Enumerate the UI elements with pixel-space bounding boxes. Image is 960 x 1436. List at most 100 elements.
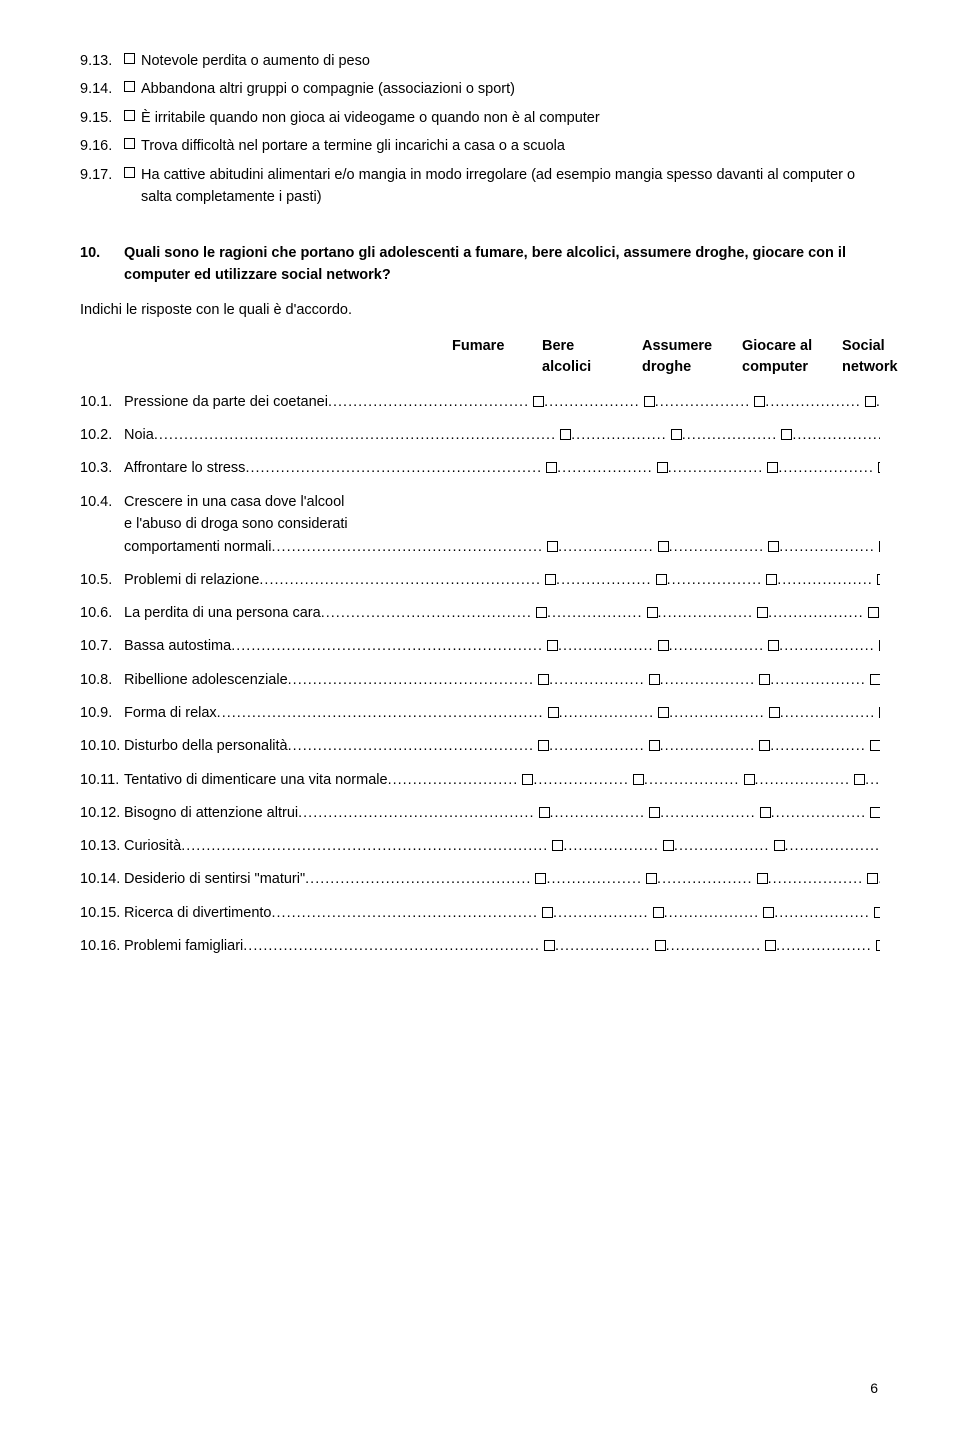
checkbox-icon[interactable] <box>124 110 135 121</box>
checkbox-icon[interactable] <box>868 607 879 618</box>
checkbox-icon[interactable] <box>655 940 666 951</box>
q10-row-number: 10.15. <box>80 902 124 924</box>
checkbox-icon[interactable] <box>671 429 682 440</box>
checkbox-icon[interactable] <box>647 607 658 618</box>
checkbox-icon[interactable] <box>878 462 880 473</box>
checkbox-icon[interactable] <box>870 807 880 818</box>
page: 9.13.Notevole perdita o aumento di peso9… <box>0 0 960 1436</box>
checkbox-icon[interactable] <box>124 138 135 149</box>
checkbox-icon[interactable] <box>769 707 780 718</box>
leader-dots: ................... <box>774 905 870 921</box>
checkbox-icon[interactable] <box>865 396 876 407</box>
checkbox-icon[interactable] <box>774 840 785 851</box>
checkbox-icon[interactable] <box>124 81 135 92</box>
leader-dots: ................... <box>556 572 652 588</box>
checkbox-icon[interactable] <box>754 396 765 407</box>
checkbox-icon[interactable] <box>870 674 880 685</box>
checkbox-icon[interactable] <box>658 640 669 651</box>
q10-row: 10.14.Desiderio di sentirsi "maturi" ...… <box>80 868 880 890</box>
checkbox-icon[interactable] <box>649 674 660 685</box>
checkbox-icon[interactable] <box>781 429 792 440</box>
leader-dots: ................... <box>768 871 864 887</box>
checkbox-icon[interactable] <box>870 740 880 751</box>
leader-dots: ................... <box>658 605 754 621</box>
leader-dots: ................... <box>778 460 874 476</box>
checkbox-icon[interactable] <box>536 607 547 618</box>
q10-row-label: e l'abuso di droga sono considerati <box>124 516 348 532</box>
q10-title: 10. Quali sono le ragioni che portano gl… <box>80 243 880 287</box>
checkbox-icon[interactable] <box>560 429 571 440</box>
checkbox-icon[interactable] <box>644 396 655 407</box>
leader-dots: ................... <box>559 705 655 721</box>
checkbox-icon[interactable] <box>539 807 550 818</box>
leader-dots: ................... <box>549 738 645 754</box>
checkbox-icon[interactable] <box>663 840 674 851</box>
checkbox-icon[interactable] <box>768 541 779 552</box>
checkbox-icon[interactable] <box>760 807 771 818</box>
checkbox-icon[interactable] <box>649 740 660 751</box>
leader-dots: ................... <box>558 539 654 555</box>
indent-spacer <box>80 513 124 535</box>
leader-dots: ................... <box>553 905 649 921</box>
leader-dots: ........................................… <box>288 738 534 754</box>
checkbox-icon[interactable] <box>535 873 546 884</box>
checkbox-icon[interactable] <box>633 774 644 785</box>
checkbox-icon[interactable] <box>646 873 657 884</box>
checkbox-icon[interactable] <box>545 574 556 585</box>
checkbox-icon[interactable] <box>552 840 563 851</box>
checkbox-icon[interactable] <box>653 907 664 918</box>
leader-dots: ................... <box>660 738 756 754</box>
leader-dots: ........................................… <box>245 460 542 476</box>
checkbox-icon[interactable] <box>854 774 865 785</box>
checkbox-icon[interactable] <box>533 396 544 407</box>
checkbox-icon[interactable] <box>124 53 135 64</box>
q10-row-label: Pressione da parte dei coetanei <box>124 391 328 413</box>
checkbox-icon[interactable] <box>542 907 553 918</box>
checkbox-icon[interactable] <box>867 873 878 884</box>
checkbox-icon[interactable] <box>759 674 770 685</box>
checkbox-icon[interactable] <box>538 740 549 751</box>
leader-dots: ................... <box>664 905 760 921</box>
q10-row-number: 10.7. <box>80 635 124 657</box>
q10-row-line: 10.4.Crescere in una casa dove l'alcool <box>80 491 880 513</box>
checkbox-icon[interactable] <box>547 541 558 552</box>
leader-dots: ................... <box>550 805 646 821</box>
checkbox-icon[interactable] <box>744 774 755 785</box>
checkbox-icon[interactable] <box>757 873 768 884</box>
checkbox-icon[interactable] <box>658 707 669 718</box>
checkbox-icon[interactable] <box>658 541 669 552</box>
checkbox-icon[interactable] <box>766 574 777 585</box>
checkbox-icon[interactable] <box>876 940 880 951</box>
checkbox-icon[interactable] <box>649 807 660 818</box>
checkbox-icon[interactable] <box>538 674 549 685</box>
checkbox-icon[interactable] <box>763 907 774 918</box>
header-social-l1: Social <box>842 338 885 354</box>
checkbox-icon[interactable] <box>879 541 880 552</box>
leader-dots: ........................................… <box>288 672 534 688</box>
checkbox-icon[interactable] <box>546 462 557 473</box>
checkbox-icon[interactable] <box>522 774 533 785</box>
leader-dots: .......................... <box>388 772 519 788</box>
q10-instruction: Indichi le risposte con le quali è d'acc… <box>80 302 880 318</box>
leader-dots: ................... <box>682 427 778 443</box>
checkbox-icon[interactable] <box>548 707 559 718</box>
checkbox-icon[interactable] <box>879 707 880 718</box>
q10-row-line: e l'abuso di droga sono considerati <box>80 513 880 535</box>
checkbox-icon[interactable] <box>657 462 668 473</box>
checkbox-icon[interactable] <box>547 640 558 651</box>
checkbox-icon[interactable] <box>768 640 779 651</box>
checkbox-icon[interactable] <box>656 574 667 585</box>
header-assumere-l1: Assumere <box>642 338 712 354</box>
checkbox-icon[interactable] <box>879 640 880 651</box>
checkbox-icon[interactable] <box>765 940 776 951</box>
checkbox-icon[interactable] <box>874 907 880 918</box>
header-spacer <box>80 336 452 377</box>
indent-spacer <box>80 536 124 558</box>
checkbox-icon[interactable] <box>124 167 135 178</box>
checkbox-icon[interactable] <box>757 607 768 618</box>
checkbox-icon[interactable] <box>767 462 778 473</box>
checkbox-icon[interactable] <box>759 740 770 751</box>
q10-row: 10.12.Bisogno di attenzione altrui .....… <box>80 802 880 824</box>
checkbox-icon[interactable] <box>877 574 880 585</box>
checkbox-icon[interactable] <box>544 940 555 951</box>
